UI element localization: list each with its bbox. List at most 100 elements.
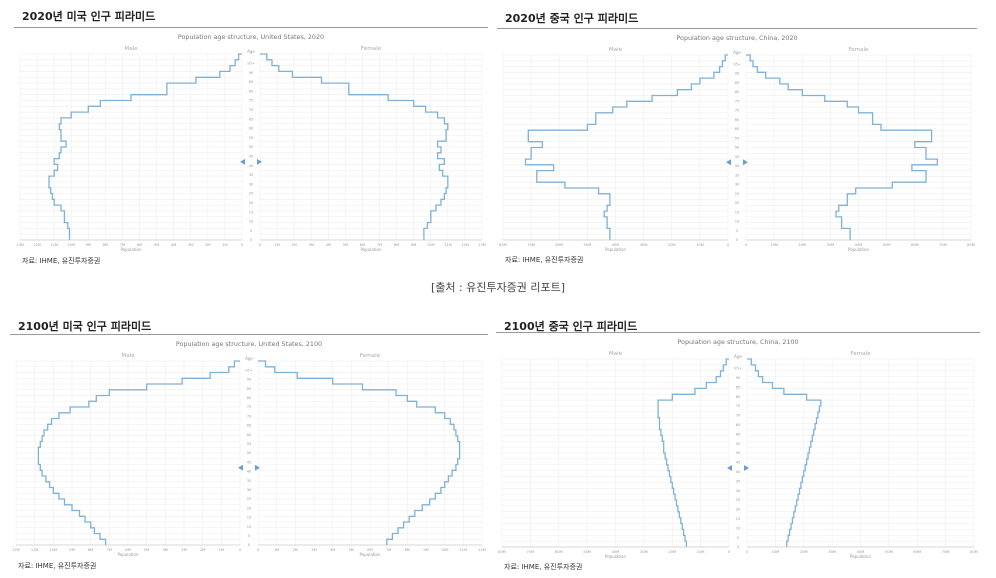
source-note: 자료: IHME, 유진투자증권 [504, 563, 583, 571]
age-tick-label: 85 [247, 387, 252, 391]
male-label: Male [609, 47, 623, 53]
grid [15, 360, 483, 546]
x-tick-label: 4M [326, 243, 331, 247]
x-tick-label: 3M [311, 548, 316, 552]
x-tick-label: 10M [696, 243, 704, 247]
age-tick-label: 75 [249, 99, 254, 103]
left-pointer-icon [238, 464, 243, 471]
x-tick-label: 60M [555, 243, 563, 247]
chart-title: Population age structure, United States,… [178, 33, 324, 41]
age-tick-label: 5 [248, 534, 250, 538]
x-tick-label: 0 [239, 548, 242, 552]
age-tick-label: 75 [247, 405, 252, 409]
x-tick-label: 20M [798, 243, 806, 247]
source-note: 자료: IHME, 유진투자증권 [18, 562, 97, 570]
age-tick-label: 40 [249, 164, 254, 168]
x-tick-label: 5M [154, 243, 159, 247]
x-tick-label: 8M [394, 243, 399, 247]
age-tick-label: 50 [247, 451, 252, 455]
age-tick-label: 25 [735, 192, 740, 196]
x-axis-label: Population [605, 554, 626, 559]
age-tick-label: 90 [735, 72, 740, 76]
male-series-line [48, 53, 242, 240]
age-tick-label: 30 [249, 182, 254, 186]
age-axis-label: Age [247, 49, 255, 54]
chart-title: Population age structure, China, 2020 [676, 34, 797, 42]
age-tick-label: 90 [736, 376, 741, 380]
x-axis-label: Population [605, 247, 626, 252]
x-tick-label: 4M [163, 548, 168, 552]
x-tick-label: 40M [612, 243, 620, 247]
source-caption: [출처 : 유진투자증권 리포트] [430, 281, 566, 294]
age-tick-label: 65 [247, 424, 252, 428]
divider [14, 27, 488, 28]
x-tick-label: 5M [343, 243, 348, 247]
x-tick-label: 1M [274, 548, 279, 552]
x-tick-label: 13M [16, 243, 24, 247]
age-tick-label: 20 [249, 201, 254, 205]
age-tick-label: 45 [249, 155, 254, 159]
x-axis-label: Population [360, 247, 381, 252]
pyramid-chart: 13M 12M 11M 10M 9M 8M 7M 6M 5M 4M 3M 2M 1M 0 0 1M 2M 3M 4M… [14, 30, 488, 254]
female-label: Female [848, 47, 869, 53]
x-tick-label: 1M [222, 243, 227, 247]
x-tick-label: 30M [828, 550, 836, 554]
x-tick-label: 50M [885, 550, 893, 554]
age-tick-label: 65 [249, 117, 254, 121]
pyramid-chart: 80M 70M 60M 50M 40M 30M 20M 10M 0 0 10M 20M 30M 40M 50… [496, 335, 980, 561]
x-tick-label: 1M [274, 243, 279, 247]
left-pointer-icon [240, 158, 245, 165]
x-tick-label: 11M [444, 243, 452, 247]
panel-china-2020: 2020년 중국 인구 피라미드 80M 70M 60M 50M 40M 30M 20M 10… [497, 10, 977, 272]
x-tick-label: 1M [219, 548, 224, 552]
age-tick-label: 5 [250, 229, 252, 233]
x-tick-label: 30M [827, 243, 835, 247]
divider [10, 334, 488, 335]
source-note: 자료: IHME, 유진투자증권 [505, 256, 584, 264]
age-tick-label: 35 [249, 173, 254, 177]
x-tick-label: 0 [257, 548, 260, 552]
x-tick-label: 5M [144, 548, 149, 552]
x-axis-label: Population [120, 247, 141, 252]
female-series-line [746, 54, 938, 240]
x-tick-label: 3M [181, 548, 186, 552]
age-tick-label: 85 [249, 80, 254, 84]
x-tick-label: 50M [883, 243, 891, 247]
x-tick-label: 12M [478, 548, 486, 552]
age-tick-label: 45 [735, 155, 740, 159]
male-series-line [657, 358, 729, 547]
x-tick-label: 13M [478, 243, 486, 247]
age-tick-label: 15 [247, 516, 252, 520]
x-tick-label: 6M [137, 243, 142, 247]
x-tick-label: 70M [527, 243, 535, 247]
x-tick-label: 60M [555, 550, 563, 554]
age-tick-label: 25 [247, 497, 252, 501]
age-tick-label: 40 [735, 164, 740, 168]
age-tick-label: 25 [249, 192, 254, 196]
female-label: Female [360, 353, 381, 359]
x-tick-label: 40M [855, 243, 863, 247]
age-tick-label: 75 [735, 99, 740, 103]
age-tick-label: 85 [735, 81, 740, 85]
x-tick-label: 11M [459, 548, 467, 552]
x-tick-label: 50M [583, 550, 591, 554]
age-tick-label: 70 [249, 108, 254, 112]
divider [497, 28, 977, 29]
x-tick-label: 2M [205, 243, 210, 247]
age-tick-label: 5 [737, 536, 739, 540]
female-series-line [260, 53, 449, 240]
right-pointer-icon [743, 159, 748, 166]
age-axis-label: Age [734, 354, 742, 359]
age-tick-label: 10 [736, 526, 741, 530]
x-tick-label: 50M [584, 243, 592, 247]
x-tick-label: 9M [86, 243, 91, 247]
x-tick-label: 10M [67, 243, 75, 247]
age-tick-label: 80 [249, 89, 254, 93]
x-tick-label: 0 [728, 550, 731, 554]
age-tick-label: 45 [736, 461, 741, 465]
x-tick-label: 10M [441, 548, 449, 552]
x-tick-label: 6M [125, 548, 130, 552]
x-tick-label: 10M [49, 548, 57, 552]
right-pointer-icon [257, 158, 262, 165]
age-tick-label: 40 [736, 470, 741, 474]
